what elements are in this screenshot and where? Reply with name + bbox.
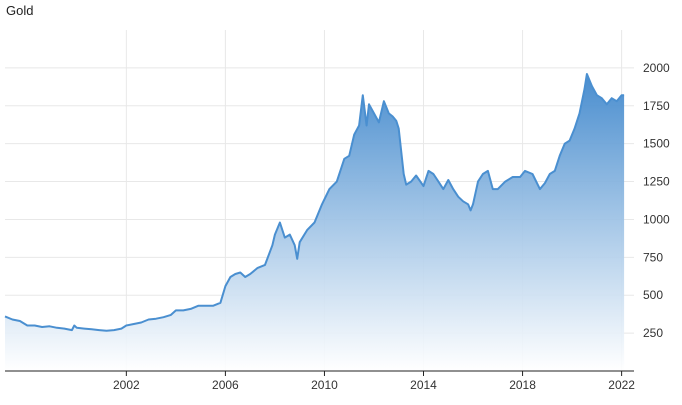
y-tick-label: 1250: [643, 175, 670, 189]
y-tick-label: 1000: [643, 212, 670, 226]
x-tick-label: 2006: [212, 378, 239, 392]
y-tick-label: 750: [643, 250, 663, 264]
x-tick-label: 2002: [113, 378, 140, 392]
y-tick-label: 1750: [643, 99, 670, 113]
gold-price-line: [4, 73, 625, 332]
x-tick-label: 2014: [410, 378, 437, 392]
x-tick-label: 2018: [509, 378, 536, 392]
x-tick-label: 2010: [311, 378, 338, 392]
chart-title: Gold: [6, 3, 34, 18]
y-tick-label: 1500: [643, 137, 670, 151]
y-tick-label: 250: [643, 326, 663, 340]
y-tick-label: 500: [643, 288, 663, 302]
y-tick-label: 2000: [643, 61, 670, 75]
x-tick-label: 2022: [608, 378, 635, 392]
